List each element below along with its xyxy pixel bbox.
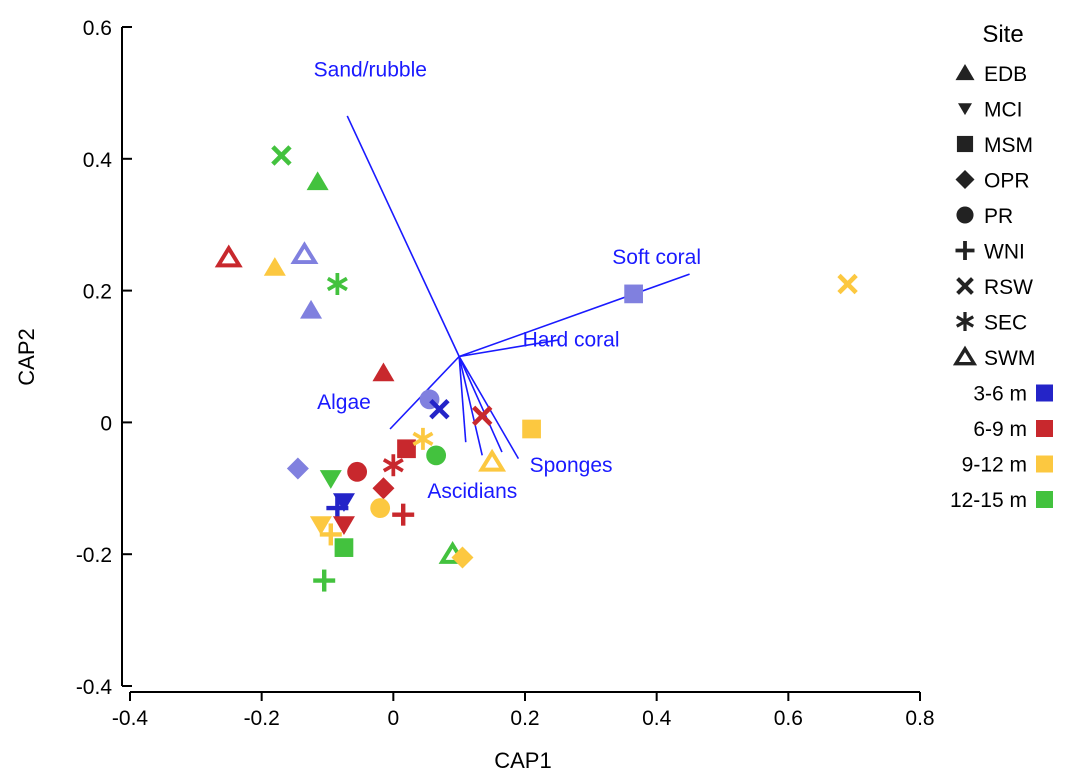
point-edb-3-6-m bbox=[300, 299, 323, 319]
point-mci-12-15-m bbox=[319, 470, 342, 489]
point-mci-6-9-m bbox=[332, 516, 355, 535]
y-axis-title: CAP2 bbox=[14, 328, 39, 385]
legend-label-depth-12-15-m: 12-15 m bbox=[950, 489, 1027, 512]
legend-marker-msm bbox=[956, 135, 974, 153]
vector-sand-rubble bbox=[346, 115, 460, 357]
point-swm-6-9-m bbox=[214, 244, 243, 268]
vector-label-hard-coral: Hard coral bbox=[523, 329, 620, 352]
legend-marker-sec bbox=[955, 312, 975, 331]
legend-label-msm: MSM bbox=[984, 134, 1033, 157]
x-tick-label: 0 bbox=[387, 707, 399, 730]
vector-hard-coral bbox=[459, 339, 559, 358]
x-axis-title: CAP1 bbox=[494, 748, 551, 773]
vector-6 bbox=[458, 356, 503, 453]
point-rsw-9-12-m bbox=[837, 273, 858, 295]
point-edb-12-15-m bbox=[306, 171, 329, 191]
legend-swatch-6-9-m bbox=[1036, 420, 1053, 437]
point-pr-12-15-m bbox=[426, 445, 447, 466]
point-pr-9-12-m bbox=[370, 498, 391, 518]
point-msm-12-15-m bbox=[334, 538, 354, 557]
vector-label-sand-rubble: Sand/rubble bbox=[314, 58, 427, 81]
legend-marker-opr bbox=[955, 170, 975, 189]
x-tick-label: 0.6 bbox=[774, 707, 803, 730]
point-sec-9-12-m bbox=[412, 427, 434, 450]
point-swm-9-12-m bbox=[478, 448, 507, 472]
point-msm-3-6-m bbox=[624, 284, 643, 304]
point-opr-6-9-m bbox=[372, 477, 395, 500]
legend-label-depth-9-12-m: 9-12 m bbox=[962, 454, 1027, 477]
point-edb-6-9-m bbox=[372, 362, 395, 382]
data-points bbox=[214, 145, 858, 592]
x-tick-label: 0.4 bbox=[642, 707, 672, 730]
legend-label-sec: SEC bbox=[984, 312, 1027, 335]
legend-label-rsw: RSW bbox=[984, 276, 1033, 299]
legend: Site EDB MCI MSM OPR PR WNI RSW SEC SWM 3-6 m 6-9 m… bbox=[950, 21, 1053, 512]
vector-label-ascidians: Ascidians bbox=[427, 480, 517, 503]
legend-marker-edb bbox=[955, 63, 975, 81]
legend-marker-wni bbox=[955, 241, 975, 260]
y-tick-label: 0.6 bbox=[83, 17, 112, 40]
biplot-vectors: Sand/rubble Soft coral Hard coral Algae Spon… bbox=[314, 58, 701, 503]
point-pr-6-9-m bbox=[347, 461, 368, 482]
vector-label-soft-coral: Soft coral bbox=[612, 246, 701, 269]
legend-label-edb: EDB bbox=[984, 63, 1027, 86]
legend-marker-pr bbox=[956, 206, 974, 224]
legend-label-opr: OPR bbox=[984, 170, 1030, 193]
legend-marker-rsw bbox=[956, 277, 974, 295]
point-rsw-3-6-m bbox=[429, 399, 450, 420]
legend-label-mci: MCI bbox=[984, 99, 1023, 122]
axes: 0.6 0.4 0.2 0 -0.2 -0.4 -0.4 -0.2 0 0.2 0.4 0.6 0.8 bbox=[76, 17, 935, 730]
vector-ascidians bbox=[458, 356, 483, 456]
point-wni-9-12-m bbox=[319, 523, 342, 546]
y-tick-label: 0.4 bbox=[83, 149, 113, 172]
vector-label-sponges: Sponges bbox=[530, 454, 613, 477]
legend-label-swm: SWM bbox=[984, 347, 1035, 370]
point-msm-9-12-m bbox=[522, 419, 541, 439]
point-sec-6-9-m bbox=[382, 454, 404, 477]
point-wni-12-15-m bbox=[313, 569, 336, 592]
legend-swatch-9-12-m bbox=[1036, 455, 1053, 473]
point-opr-3-6-m bbox=[286, 457, 309, 480]
point-swm-3-6-m bbox=[290, 241, 319, 265]
legend-title: Site bbox=[982, 21, 1023, 48]
y-tick-label: -0.4 bbox=[76, 676, 113, 699]
point-mci-9-12-m bbox=[309, 516, 332, 535]
x-tick-label: 0.2 bbox=[510, 707, 539, 730]
vector-7 bbox=[458, 356, 467, 443]
point-edb-9-12-m bbox=[263, 257, 286, 276]
y-tick-label: 0.2 bbox=[83, 281, 112, 304]
y-tick-label: 0 bbox=[100, 412, 112, 435]
point-wni-3-6-m bbox=[326, 497, 349, 520]
point-opr-9-12-m bbox=[451, 546, 474, 569]
point-rsw-6-9-m bbox=[471, 405, 493, 427]
x-tick-label: -0.2 bbox=[244, 707, 280, 730]
legend-label-wni: WNI bbox=[984, 241, 1025, 264]
legend-label-depth-6-9-m: 6-9 m bbox=[973, 418, 1027, 441]
legend-swatch-12-15-m bbox=[1036, 491, 1053, 508]
vector-label-algae: Algae bbox=[317, 391, 371, 414]
x-tick-label: 0.8 bbox=[905, 707, 934, 730]
legend-marker-mci bbox=[958, 103, 972, 116]
point-wni-6-9-m bbox=[392, 503, 415, 526]
point-msm-6-9-m bbox=[397, 439, 416, 459]
legend-swatch-3-6-m bbox=[1036, 384, 1053, 402]
vector-soft-coral bbox=[458, 273, 690, 358]
x-tick-label: -0.4 bbox=[112, 707, 149, 730]
point-sec-12-15-m bbox=[326, 273, 348, 296]
legend-label-depth-3-6-m: 3-6 m bbox=[973, 383, 1027, 406]
y-tick-label: -0.2 bbox=[76, 544, 112, 567]
legend-label-pr: PR bbox=[984, 205, 1013, 228]
legend-marker-swm bbox=[952, 345, 978, 366]
point-rsw-12-15-m bbox=[271, 145, 292, 166]
